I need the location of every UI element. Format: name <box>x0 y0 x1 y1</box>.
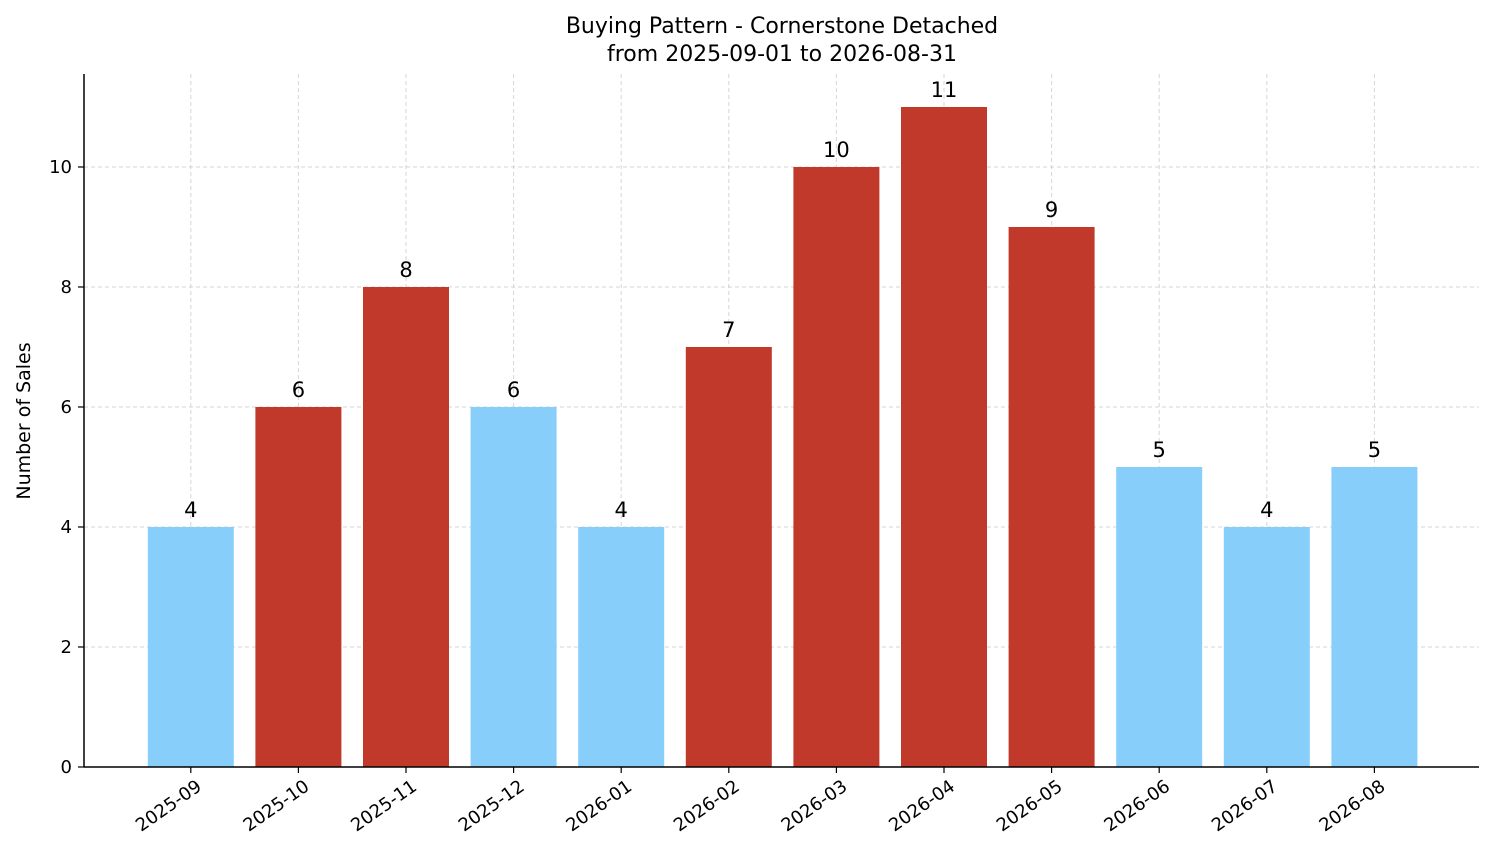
bar-2026-01 <box>578 527 665 767</box>
data-label-2026-08: 5 <box>1368 438 1381 462</box>
bars <box>147 107 1418 767</box>
data-label-2026-02: 7 <box>722 318 735 342</box>
x-tick-label-2026-07: 2026-07 <box>1208 776 1282 836</box>
y-tick-label-2: 4 <box>61 517 72 538</box>
y-tick-label-0: 0 <box>61 757 72 778</box>
x-tick-label-2025-11: 2025-11 <box>347 776 421 836</box>
bar-2026-04 <box>901 107 987 767</box>
x-tick-label-2025-10: 2025-10 <box>240 776 314 836</box>
x-tick-label-2026-02: 2026-02 <box>670 776 744 836</box>
bar-2025-12 <box>470 407 557 767</box>
x-tick-label-2026-03: 2026-03 <box>778 776 852 836</box>
data-label-2025-09: 4 <box>184 498 197 522</box>
data-label-2025-12: 6 <box>507 378 520 402</box>
bar-2026-06 <box>1116 467 1203 767</box>
chart-subtitle: from 2025-09-01 to 2026-08-31 <box>607 42 957 67</box>
y-axis-ticks: 0 2 4 6 8 10 <box>49 157 84 778</box>
y-tick-label-3: 6 <box>61 397 72 418</box>
x-tick-label-2026-05: 2026-05 <box>993 776 1067 836</box>
data-label-2026-07: 4 <box>1260 498 1273 522</box>
data-label-2026-04: 11 <box>931 78 958 102</box>
y-tick-label-4: 8 <box>61 277 72 298</box>
data-label-2026-03: 10 <box>823 138 850 162</box>
x-tick-label-2025-09: 2025-09 <box>132 776 206 836</box>
bar-2026-08 <box>1331 467 1418 767</box>
bar-2026-05 <box>1008 227 1095 767</box>
bar-2026-03 <box>793 167 880 767</box>
data-label-2025-10: 6 <box>292 378 305 402</box>
bar-2025-10 <box>255 407 342 767</box>
bar-2025-11 <box>363 287 449 767</box>
data-label-2025-11: 8 <box>399 258 412 282</box>
bar-2026-07 <box>1223 527 1310 767</box>
data-label-2026-06: 5 <box>1153 438 1166 462</box>
data-labels: 4 6 8 6 4 7 10 11 9 5 4 5 <box>184 78 1381 522</box>
x-tick-label-2026-06: 2026-06 <box>1100 776 1174 836</box>
x-tick-label-2026-01: 2026-01 <box>562 776 636 836</box>
bar-2026-02 <box>685 347 772 767</box>
data-label-2026-01: 4 <box>615 498 628 522</box>
axes <box>83 74 1479 768</box>
x-axis-ticks: 2025-09 2025-10 2025-11 2025-12 2026-01 2026-… <box>132 767 1389 836</box>
y-tick-label-1: 2 <box>61 637 72 658</box>
data-label-2026-05: 9 <box>1045 198 1058 222</box>
chart-title: Buying Pattern - Cornerstone Detached <box>566 14 998 39</box>
bar-2025-09 <box>147 527 234 767</box>
y-axis-label: Number of Sales <box>13 342 35 499</box>
x-tick-label-2026-04: 2026-04 <box>885 776 959 836</box>
y-tick-label-5: 10 <box>49 157 72 178</box>
x-tick-label-2025-12: 2025-12 <box>455 776 529 836</box>
x-tick-label-2026-08: 2026-08 <box>1316 776 1390 836</box>
